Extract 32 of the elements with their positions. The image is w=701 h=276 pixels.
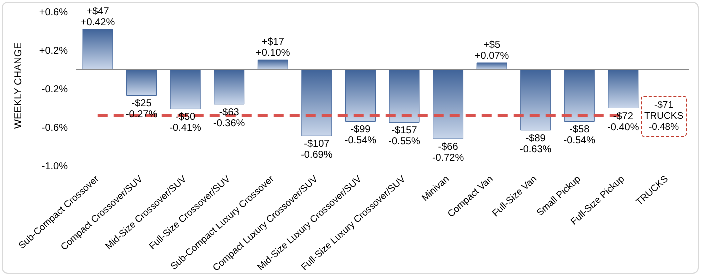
bar bbox=[170, 70, 201, 110]
data-label: +$5 +0.07% bbox=[474, 40, 510, 62]
bar bbox=[82, 29, 114, 70]
data-label: -$63 -0.36% bbox=[214, 107, 246, 130]
data-label: -$72 -0.40% bbox=[608, 111, 640, 134]
data-label: -$107 -0.69% bbox=[301, 139, 333, 162]
bar bbox=[126, 70, 158, 96]
annotation: -$71 TRUCKS -0.48% bbox=[641, 96, 687, 137]
y-tick-label: +0.6% bbox=[39, 8, 68, 19]
bar bbox=[433, 70, 464, 140]
y-tick-label: -0.6% bbox=[42, 123, 68, 134]
bar bbox=[302, 70, 332, 136]
bar bbox=[476, 62, 508, 70]
bar bbox=[608, 70, 639, 108]
data-label: -$157 -0.55% bbox=[388, 126, 420, 148]
y-tick-label: -0.2% bbox=[42, 84, 68, 96]
bar bbox=[564, 70, 595, 122]
y-tick-label: -1.0% bbox=[42, 162, 68, 173]
y-tick-label: +0.2% bbox=[39, 46, 68, 58]
data-label: -$66 -0.72% bbox=[432, 142, 464, 164]
bar bbox=[258, 60, 288, 70]
data-label: +$17 +0.10% bbox=[256, 37, 290, 60]
bar bbox=[520, 70, 552, 131]
data-label: -$50 -0.41% bbox=[170, 112, 202, 134]
data-label: -$99 -0.54% bbox=[344, 124, 377, 147]
bar bbox=[214, 70, 245, 105]
data-label: -$89 -0.63% bbox=[520, 133, 552, 156]
bar bbox=[389, 70, 420, 123]
data-label: -$58 -0.54% bbox=[564, 124, 596, 147]
data-label: +$47 +0.42% bbox=[80, 6, 116, 28]
y-axis-title: WEEKLY CHANGE bbox=[14, 42, 25, 129]
bar bbox=[345, 70, 376, 122]
